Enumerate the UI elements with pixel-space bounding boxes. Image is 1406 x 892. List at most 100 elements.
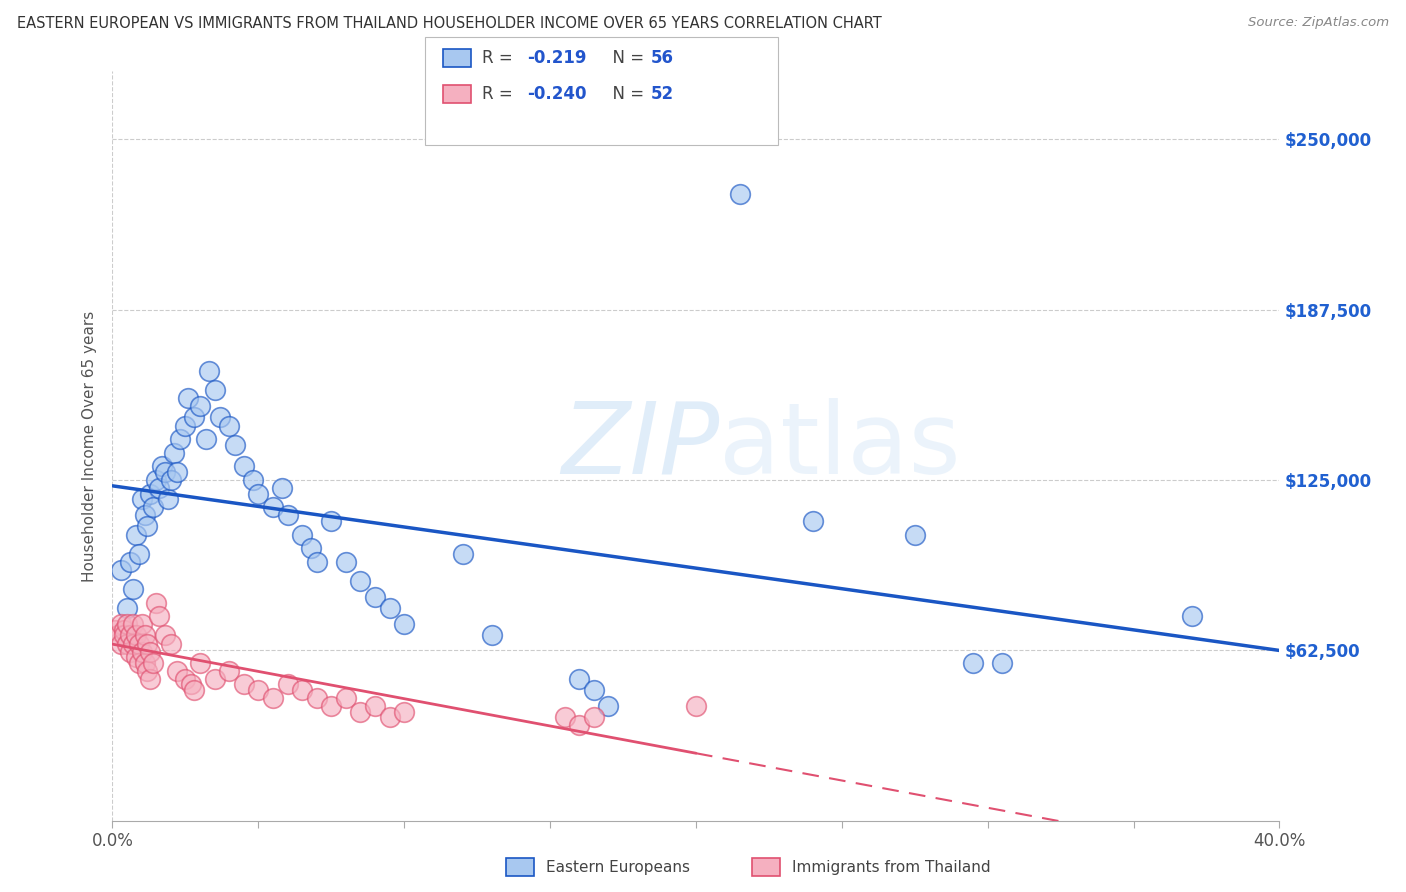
Text: R =: R = (482, 85, 519, 103)
Point (174, 672, 197, 686)
Point (160, 473, 183, 487)
Point (134, 656, 156, 670)
Point (904, 527, 927, 541)
Y-axis label: Householder Income Over 65 years: Householder Income Over 65 years (82, 310, 97, 582)
Point (305, 555, 328, 569)
Point (291, 682, 314, 697)
Point (142, 500, 165, 515)
Point (335, 555, 357, 569)
Point (242, 473, 264, 487)
Point (183, 682, 205, 697)
Point (801, 514, 824, 528)
Point (139, 645, 162, 659)
Point (568, 672, 591, 686)
Text: ZIP: ZIP (561, 398, 720, 494)
Point (183, 410, 205, 425)
Point (224, 437, 246, 451)
Text: -0.240: -0.240 (527, 85, 586, 103)
Point (177, 392, 200, 406)
Point (270, 481, 292, 495)
Point (194, 432, 217, 446)
Point (142, 656, 165, 670)
Point (153, 465, 176, 479)
Point (134, 508, 156, 523)
Point (451, 547, 474, 561)
Point (125, 650, 148, 665)
Point (145, 596, 167, 610)
Point (378, 601, 401, 615)
Point (131, 645, 153, 659)
Point (598, 699, 620, 714)
Point (394, 705, 416, 719)
Point (112, 623, 135, 637)
Point (321, 514, 343, 528)
Point (115, 636, 138, 650)
Point (364, 699, 387, 714)
Point (136, 519, 159, 533)
Point (128, 636, 150, 650)
Point (150, 459, 173, 474)
Point (131, 492, 153, 507)
Point (232, 459, 254, 474)
Point (115, 617, 138, 632)
Point (349, 574, 371, 588)
Point (180, 677, 202, 691)
Point (218, 418, 240, 433)
Point (728, 186, 751, 201)
Point (153, 628, 176, 642)
Point (107, 628, 129, 642)
Point (148, 481, 170, 495)
Text: Immigrants from Thailand: Immigrants from Thailand (792, 860, 990, 874)
Text: -0.219: -0.219 (527, 49, 586, 67)
Text: R =: R = (482, 49, 519, 67)
Point (136, 664, 159, 678)
Point (349, 705, 371, 719)
Point (136, 636, 159, 650)
Point (218, 664, 240, 678)
Point (122, 617, 145, 632)
Point (321, 699, 343, 714)
Point (685, 699, 707, 714)
Point (335, 691, 357, 706)
Point (481, 628, 503, 642)
Text: N =: N = (602, 49, 650, 67)
Point (204, 383, 226, 397)
Point (262, 500, 284, 515)
Point (131, 617, 153, 632)
Point (1181, 609, 1204, 624)
Point (118, 645, 141, 659)
Point (554, 710, 576, 724)
Point (110, 617, 132, 632)
Point (364, 591, 387, 605)
Point (125, 527, 148, 541)
Point (378, 710, 401, 724)
Point (232, 677, 254, 691)
Point (139, 672, 162, 686)
Point (582, 682, 605, 697)
Point (128, 656, 150, 670)
Point (122, 582, 145, 596)
Point (247, 486, 270, 500)
Point (188, 656, 211, 670)
Point (568, 718, 591, 732)
Text: EASTERN EUROPEAN VS IMMIGRANTS FROM THAILAND HOUSEHOLDER INCOME OVER 65 YEARS CO: EASTERN EUROPEAN VS IMMIGRANTS FROM THAI… (17, 16, 882, 31)
Point (299, 541, 322, 556)
Point (582, 710, 605, 724)
Point (122, 636, 145, 650)
Point (139, 486, 162, 500)
Point (110, 636, 132, 650)
Point (166, 465, 188, 479)
Point (276, 508, 298, 523)
Point (394, 617, 416, 632)
Point (163, 446, 186, 460)
Point (110, 563, 132, 577)
Point (204, 672, 226, 686)
Point (188, 400, 211, 414)
Point (247, 682, 270, 697)
Point (197, 364, 219, 378)
Point (156, 492, 179, 507)
Text: N =: N = (602, 85, 650, 103)
Point (148, 609, 170, 624)
Point (128, 547, 150, 561)
Point (118, 628, 141, 642)
